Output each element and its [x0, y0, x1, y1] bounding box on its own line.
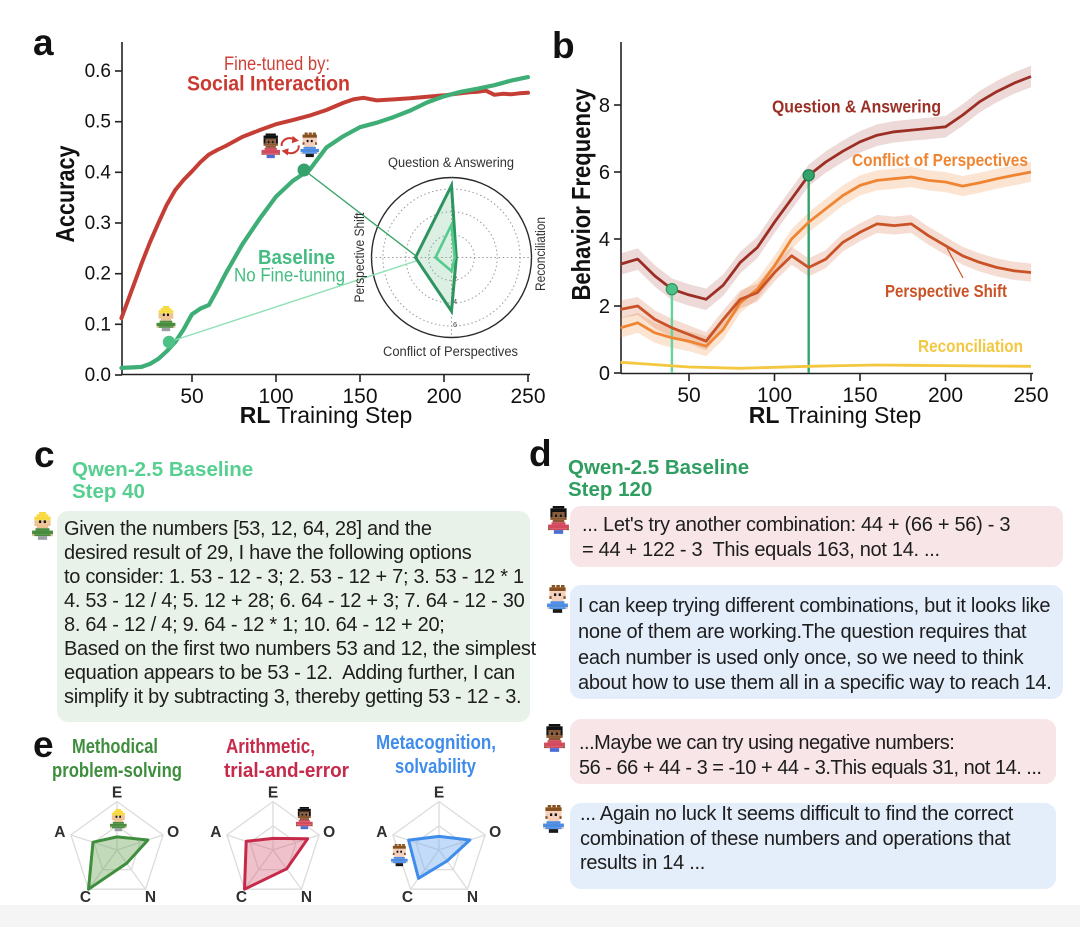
svg-text:O: O: [489, 824, 501, 841]
svg-text:RL Training Step: RL Training Step: [749, 402, 922, 428]
svg-text:A: A: [210, 824, 221, 841]
svg-text:2: 2: [599, 296, 610, 318]
svg-text:C: C: [402, 889, 413, 906]
svg-text:50: 50: [677, 384, 700, 407]
svg-text:Accuracy: Accuracy: [50, 145, 80, 242]
svg-text:6: 6: [599, 162, 610, 184]
svg-text:problem-solving: problem-solving: [52, 760, 182, 782]
svg-text:Behavior Frequency: Behavior Frequency: [566, 88, 596, 300]
svg-text:C: C: [236, 889, 247, 906]
svg-text:0.1: 0.1: [85, 314, 111, 335]
svg-text:0.4: 0.4: [85, 162, 112, 183]
svg-text:8: 8: [599, 95, 610, 117]
svg-text:150: 150: [342, 385, 377, 408]
svg-text:O: O: [323, 824, 335, 841]
svg-text:0.5: 0.5: [85, 112, 111, 133]
svg-text:N: N: [145, 889, 156, 906]
svg-text:200: 200: [426, 385, 461, 408]
svg-text:Baseline: Baseline: [258, 246, 335, 269]
svg-text:Arithmetic,: Arithmetic,: [226, 736, 315, 758]
svg-text:50: 50: [180, 385, 203, 408]
svg-text:a: a: [33, 22, 54, 63]
svg-text:Reconciliation: Reconciliation: [533, 217, 548, 291]
svg-text:A: A: [376, 824, 387, 841]
svg-text:E: E: [434, 785, 444, 802]
svg-text:6: 6: [453, 320, 457, 329]
svg-text:Question & Answering: Question & Answering: [388, 155, 514, 170]
svg-text:Metacognition,: Metacognition,: [376, 732, 496, 754]
svg-text:Social Interaction: Social Interaction: [187, 73, 350, 96]
svg-text:e: e: [33, 724, 54, 765]
svg-text:250: 250: [510, 385, 545, 408]
svg-text:E: E: [268, 785, 278, 802]
svg-text:Conflict of Perspectives: Conflict of Perspectives: [383, 344, 518, 359]
svg-text:C: C: [80, 889, 91, 906]
svg-text:Perspective Shift: Perspective Shift: [352, 212, 367, 302]
svg-text:Perspective Shift: Perspective Shift: [885, 281, 1007, 301]
svg-text:Fine-tuned by:: Fine-tuned by:: [224, 53, 330, 75]
svg-text:0.2: 0.2: [85, 264, 111, 285]
svg-text:trial-and-error: trial-and-error: [224, 760, 349, 782]
svg-text:RL Training Step: RL Training Step: [240, 402, 413, 428]
svg-text:4: 4: [599, 229, 610, 251]
svg-text:Conflict of Perspectives: Conflict of Perspectives: [852, 150, 1028, 170]
svg-text:0: 0: [599, 363, 610, 385]
svg-text:N: N: [467, 889, 478, 906]
svg-text:No Fine-tuning: No Fine-tuning: [234, 265, 345, 287]
svg-text:0.3: 0.3: [85, 213, 111, 234]
svg-text:Methodical: Methodical: [72, 736, 158, 758]
svg-text:N: N: [301, 889, 312, 906]
svg-text:b: b: [552, 25, 575, 66]
svg-text:solvability: solvability: [395, 756, 477, 778]
svg-text:100: 100: [757, 384, 792, 407]
svg-text:E: E: [112, 785, 122, 802]
svg-text:0.0: 0.0: [85, 365, 111, 386]
svg-text:Question & Answering: Question & Answering: [772, 97, 941, 117]
svg-text:200: 200: [928, 384, 963, 407]
svg-text:150: 150: [842, 384, 877, 407]
svg-text:O: O: [167, 824, 179, 841]
svg-text:100: 100: [258, 385, 293, 408]
svg-text:4: 4: [453, 297, 457, 306]
svg-text:0.6: 0.6: [85, 61, 111, 82]
svg-text:250: 250: [1013, 384, 1048, 407]
svg-text:Reconciliation: Reconciliation: [918, 336, 1023, 356]
svg-text:A: A: [54, 824, 65, 841]
